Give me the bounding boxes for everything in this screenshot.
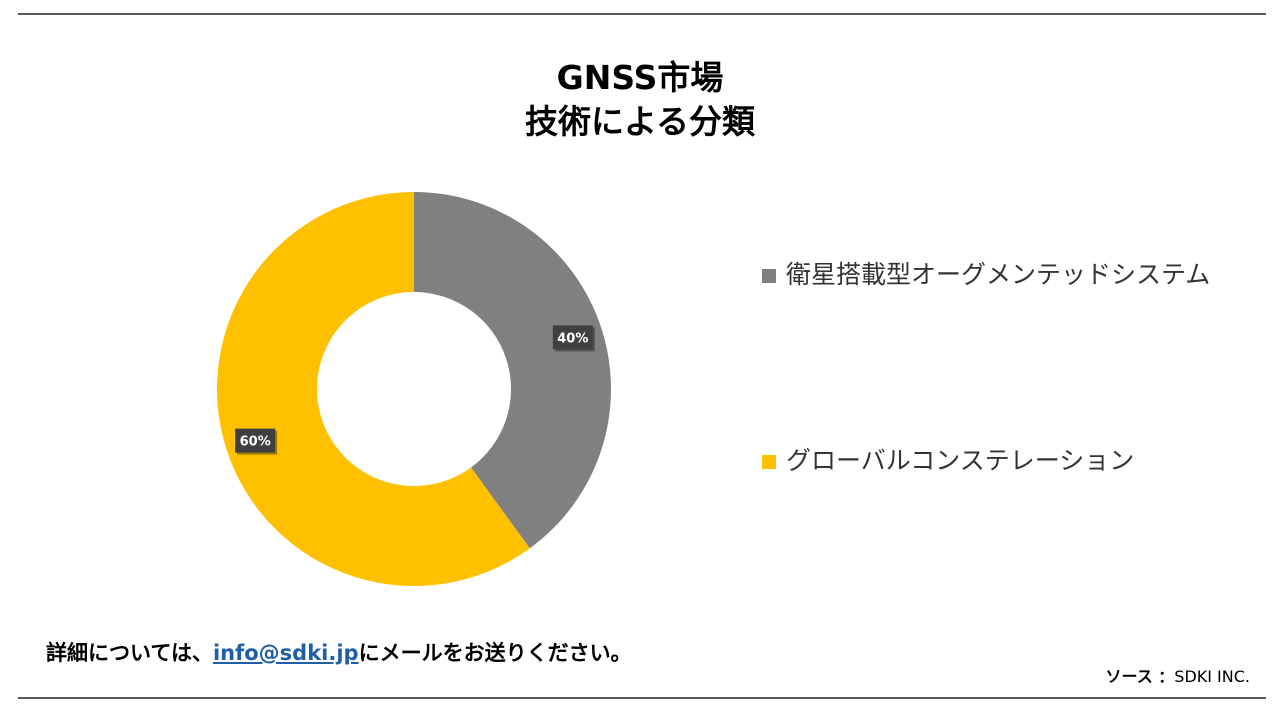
legend-item-satellite-augmentation: 衛星搭載型オーグメンテッドシステム — [762, 250, 1232, 300]
donut-slice-satellite-augmentation — [414, 192, 611, 549]
email-link[interactable]: info@sdki.jp — [212, 641, 359, 665]
donut-slice-global-constellation — [216, 192, 530, 587]
chart-subtitle: 技術による分類 — [524, 102, 755, 141]
source-value: SDKI INC. — [1174, 667, 1250, 686]
source-label: ソース ： — [1105, 667, 1175, 686]
legend-label-satellite-augmentation: 衛星搭載型オーグメンテッドシステム — [786, 260, 1211, 289]
contact-note: 詳細については、info@sdki.jpにメールをお送りください。 — [46, 636, 632, 670]
data-label-text-satellite-augmentation: 40% — [557, 331, 588, 346]
chart-title: GNSS市場 — [556, 58, 724, 97]
bottom-rule — [18, 697, 1266, 699]
top-rule — [18, 13, 1266, 15]
data-label-satellite-augmentation: 40% — [552, 325, 595, 352]
legend-item-global-constellation: グローバルコンステレーション — [762, 436, 1232, 486]
legend-swatch-global-constellation — [762, 455, 776, 469]
contact-note-suffix: にメールをお送りください。 — [358, 641, 632, 665]
chart-legend: 衛星搭載型オーグメンテッドシステム — [762, 250, 1232, 300]
chart-legend-2: グローバルコンステレーション — [762, 436, 1232, 486]
legend-swatch-satellite-augmentation — [762, 269, 776, 283]
data-label-text-global-constellation: 60% — [240, 435, 271, 450]
legend-label-global-constellation: グローバルコンステレーション — [786, 446, 1135, 475]
data-label-global-constellation: 60% — [235, 428, 278, 455]
contact-note-prefix: 詳細については、 — [46, 641, 213, 665]
source-credit: ソース ：SDKI INC. — [1106, 664, 1251, 690]
